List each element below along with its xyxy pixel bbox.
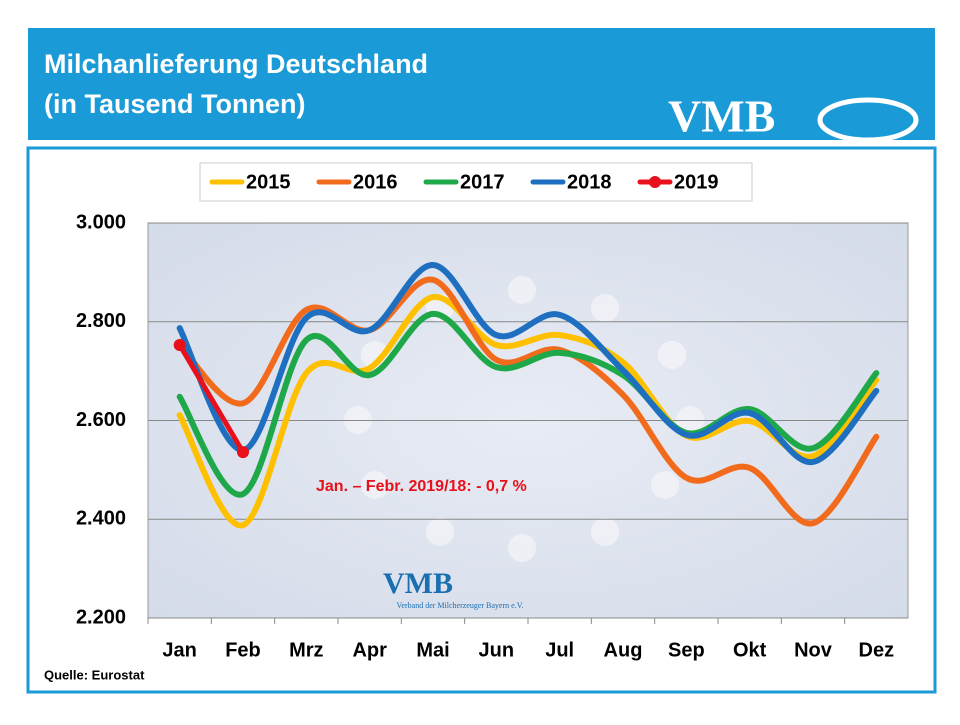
eu-stars (344, 276, 704, 562)
y-tick-label: 2.800 (76, 310, 126, 332)
y-tick-label: 2.200 (76, 606, 126, 628)
x-tick-label: Mai (416, 639, 449, 661)
x-tick-label: Mrz (289, 639, 323, 661)
logo-swoosh (817, 97, 919, 143)
series-line (176, 294, 880, 529)
x-tick-label: Sep (668, 639, 705, 661)
chart-title: Milchanlieferung Deutschland (44, 49, 428, 79)
y-tick-label: 2.400 (76, 508, 126, 530)
series-line (176, 276, 880, 527)
legend-label: 2017 (460, 171, 505, 193)
legend-label: 2018 (567, 171, 612, 193)
chart-subtitle: (in Tausend Tonnen) (44, 89, 305, 119)
annotation: Jan. – Febr. 2019/18: - 0,7 % (316, 478, 527, 495)
y-tick-label: 2.600 (76, 409, 126, 431)
x-tick-label: Dez (859, 639, 895, 661)
x-tick-label: Jul (545, 639, 574, 661)
legend-label: 2019 (674, 171, 719, 193)
x-tick-label: Apr (352, 639, 387, 661)
series-line (177, 342, 246, 455)
x-tick-label: Nov (794, 639, 833, 661)
series-line (176, 310, 880, 498)
x-tick-label: Aug (604, 639, 643, 661)
watermark-text: Verband der Milcherzeuger Bayern e.V. (397, 601, 524, 610)
series-marker (173, 338, 186, 351)
watermark-logo: VMB (383, 567, 453, 600)
series-line (176, 261, 880, 465)
header-band (28, 28, 935, 140)
legend-label: 2015 (246, 171, 291, 193)
legend-label: 2016 (353, 171, 398, 193)
x-tick-label: Okt (733, 639, 767, 661)
logo: VMB (668, 91, 775, 142)
legend-marker (649, 176, 661, 188)
x-tick-label: Jun (479, 639, 515, 661)
y-tick-label: 3.000 (76, 211, 126, 233)
x-tick-label: Feb (225, 639, 261, 661)
x-tick-label: Jan (162, 639, 196, 661)
series-marker (237, 446, 249, 459)
source: Quelle: Eurostat (44, 667, 145, 682)
